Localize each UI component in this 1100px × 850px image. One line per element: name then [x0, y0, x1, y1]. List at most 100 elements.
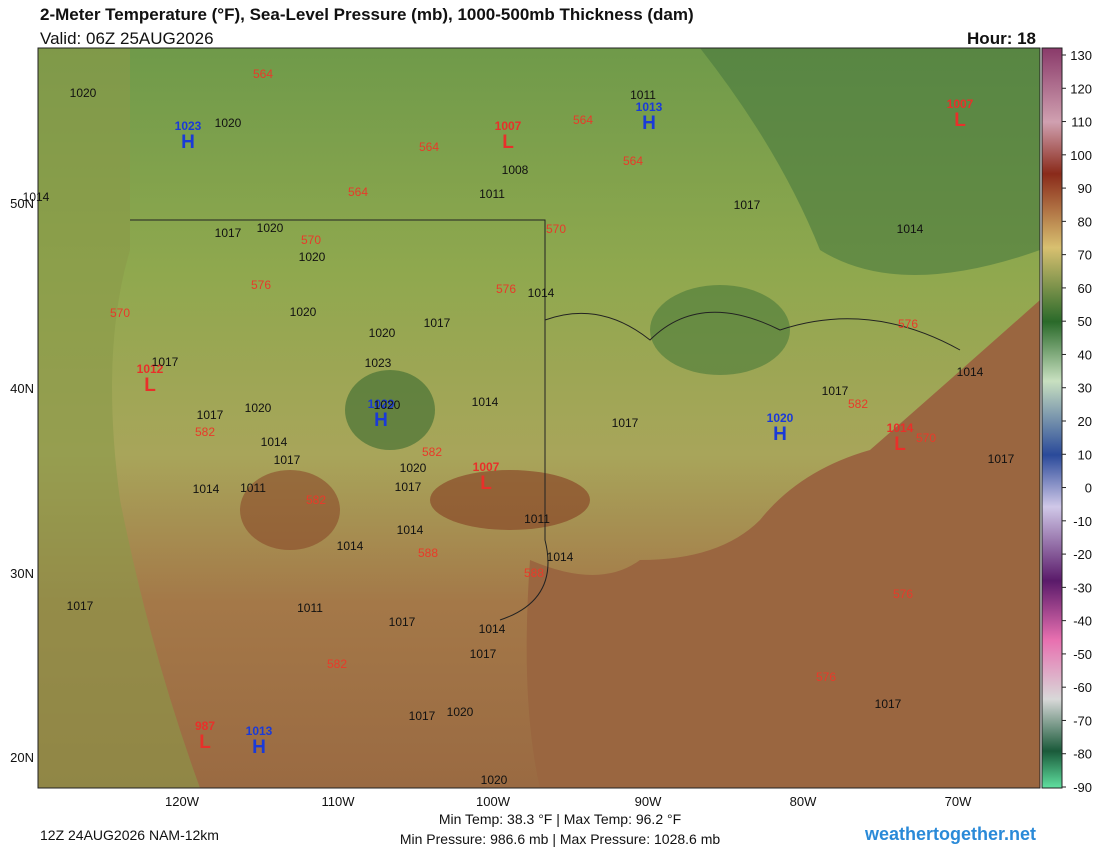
forecast-hour: Hour: 18 — [967, 29, 1036, 48]
colorbar-label: 80 — [1078, 214, 1092, 229]
isobar-label: 1017 — [734, 198, 761, 212]
isobar-label: 1023 — [365, 356, 392, 370]
isobar-label: 1017 — [875, 697, 902, 711]
colorbar-label: 60 — [1078, 281, 1092, 296]
isobar-label: 1014 — [23, 190, 50, 204]
isobar-label: 1017 — [424, 316, 451, 330]
pressure-center-letter: L — [144, 375, 156, 396]
colorbar-label: 0 — [1085, 481, 1092, 496]
lon-label: 70W — [945, 794, 972, 809]
isobar-label: 1011 — [479, 187, 505, 201]
isobar-label: 1020 — [400, 461, 427, 475]
colorbar-label: -20 — [1073, 547, 1092, 562]
isobar-label: 1020 — [215, 116, 242, 130]
cool-area — [345, 370, 435, 450]
pressure-center-letter: H — [773, 424, 787, 445]
isobar-label: 1017 — [152, 355, 179, 369]
model-run: 12Z 24AUG2026 NAM-12km — [40, 827, 219, 843]
thickness-label: 582 — [327, 657, 347, 671]
isobar-label: 1014 — [261, 435, 288, 449]
colorbar-label: 30 — [1078, 381, 1092, 396]
lon-label: 110W — [322, 794, 356, 809]
isobar-label: 1014 — [957, 365, 984, 379]
hot-area — [240, 470, 340, 550]
colorbar-label: -40 — [1073, 614, 1092, 629]
colorbar-label: 40 — [1078, 347, 1092, 362]
pressure-center-value: 1012 — [137, 362, 164, 376]
pressure-range: Min Pressure: 986.6 mb | Max Pressure: 1… — [400, 831, 721, 847]
isobar-label: 1011 — [240, 481, 266, 495]
pressure-center-letter: L — [894, 434, 906, 455]
pressure-center-value: 1020 — [767, 411, 794, 425]
pressure-center-letter: H — [642, 113, 656, 134]
pressure-center-letter: L — [502, 132, 514, 153]
isobar-label: 1017 — [822, 384, 849, 398]
lat-label: 50N — [10, 196, 34, 211]
isobar-label: 1017 — [67, 599, 94, 613]
isobar-label: 1020 — [257, 221, 284, 235]
thickness-label: 564 — [253, 67, 273, 81]
isobar-label: 1014 — [528, 286, 555, 300]
pressure-center-letter: H — [252, 737, 266, 758]
colorbar-label: -90 — [1073, 780, 1092, 795]
map-title: 2-Meter Temperature (°F), Sea-Level Pres… — [40, 5, 694, 24]
lat-label: 40N — [10, 381, 34, 396]
isobar-label: 1014 — [897, 222, 924, 236]
lon-label: 120W — [165, 794, 200, 809]
thickness-label: 570 — [110, 306, 130, 320]
thickness-label: 564 — [623, 154, 643, 168]
pressure-center-value: 1013 — [636, 100, 663, 114]
isobar-label: 1020 — [290, 305, 317, 319]
pressure-center-value: 1014 — [887, 421, 914, 435]
isobar-label: 1017 — [197, 408, 224, 422]
isobar-label: 1020 — [447, 705, 474, 719]
isobar-label: 1014 — [397, 523, 424, 537]
colorbar — [1041, 47, 1063, 789]
colorbar-label: 90 — [1078, 181, 1092, 196]
isobar-label: 1011 — [297, 601, 323, 615]
map-border — [37, 47, 1041, 789]
temp-range: Min Temp: 38.3 °F | Max Temp: 96.2 °F — [439, 811, 681, 827]
colorbar-label: 120 — [1070, 81, 1092, 96]
isobar-label: 1017 — [215, 226, 242, 240]
isobar-label: 1008 — [502, 163, 529, 177]
pressure-center-value: 987 — [195, 719, 215, 733]
ocean-warm — [526, 300, 1040, 788]
pressure-center-value: 1007 — [495, 119, 522, 133]
isobar-label: 1011 — [524, 512, 550, 526]
thickness-label: 570 — [301, 233, 321, 247]
lat-label: 20N — [10, 750, 34, 765]
thickness-label: 570 — [546, 222, 566, 236]
isobar-label: 1014 — [479, 622, 506, 636]
pressure-center-value: 1007 — [947, 97, 974, 111]
map-frame — [37, 47, 1063, 789]
colorbar-label: -70 — [1073, 713, 1092, 728]
thickness-label: 576 — [816, 670, 836, 684]
colorbar-label: 70 — [1078, 248, 1092, 263]
colorbar-label: -10 — [1073, 514, 1092, 529]
thickness-label: 564 — [573, 113, 593, 127]
isobar-label: 1020 — [245, 401, 272, 415]
isobar-label: 1017 — [409, 709, 436, 723]
pacific — [38, 48, 200, 788]
isobar-label: 1020 — [481, 773, 508, 787]
isobar-label: 1020 — [299, 250, 326, 264]
colorbar-label: 20 — [1078, 414, 1092, 429]
pressure-center-value: 1013 — [246, 724, 273, 738]
isobar-label: 1014 — [472, 395, 499, 409]
isobar-label: 1017 — [612, 416, 639, 430]
lat-label: 30N — [10, 566, 34, 581]
colorbar-label: -30 — [1073, 580, 1092, 595]
lon-label: 80W — [790, 794, 817, 809]
thickness-label: 576 — [496, 282, 516, 296]
thickness-label: 564 — [348, 185, 368, 199]
lon-label: 100W — [476, 794, 511, 809]
colorbar-label: 110 — [1071, 115, 1092, 130]
thickness-label: 576 — [898, 317, 918, 331]
pressure-center-letter: L — [480, 473, 492, 494]
thickness-label: 570 — [916, 431, 936, 445]
isobar-label: 1020 — [70, 86, 97, 100]
isobar-label: 1011 — [630, 88, 656, 102]
isobar-label: 1020 — [369, 326, 396, 340]
